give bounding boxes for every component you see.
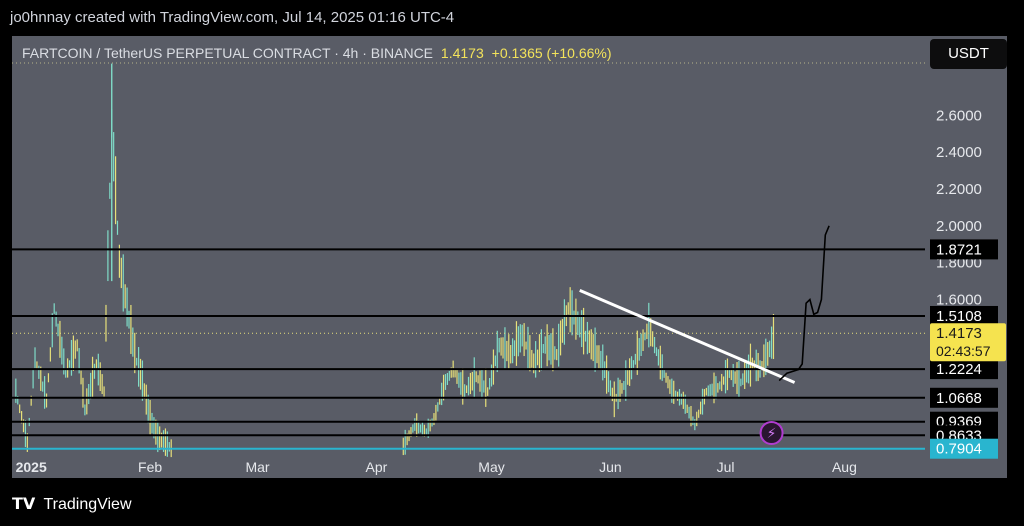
plot-area[interactable]	[12, 36, 925, 478]
currency-button[interactable]: USDT	[930, 39, 1007, 69]
symbol-name: FARTCOIN / TetherUS PERPETUAL CONTRACT ·…	[22, 45, 434, 61]
last-price: 1.4173	[440, 45, 484, 61]
y-tick-label: 2.6000	[936, 107, 982, 124]
tradingview-brand: TradingView	[43, 496, 132, 513]
y-tick-label: 2.0000	[936, 218, 982, 235]
level-tag-label: 1.5108	[936, 308, 982, 325]
x-tick-label: 2025	[16, 459, 47, 475]
x-tick-label: Jul	[717, 459, 735, 475]
y-tick-label: 1.6000	[936, 292, 982, 309]
projection-path	[778, 225, 830, 382]
x-tick-label: May	[478, 459, 504, 475]
y-tick-label: 2.4000	[936, 144, 982, 161]
x-tick-label: Feb	[138, 459, 162, 475]
lightning-badge	[759, 421, 784, 445]
level-tag	[930, 239, 998, 260]
x-tick-label: Apr	[366, 459, 388, 475]
trendline	[579, 288, 796, 384]
y-tick-label: 2.2000	[936, 181, 982, 198]
x-tick-label: Aug	[832, 459, 857, 475]
price-change: +0.1365 (+10.66%)	[491, 45, 612, 61]
level-tag-label: 0.7904	[936, 441, 982, 458]
level-tag-label: 1.0668	[936, 390, 982, 407]
tradingview-logo: 𝗧𝗩 TradingView	[12, 494, 132, 514]
level-tag	[930, 359, 998, 380]
symbol-header: FARTCOIN / TetherUS PERPETUAL CONTRACT ·…	[22, 45, 612, 61]
x-tick-label: Jun	[599, 459, 622, 475]
tradingview-icon: 𝗧𝗩	[12, 496, 36, 513]
current-price-tag	[930, 323, 1006, 362]
chart-caption: jo0hnnay created with TradingView.com, J…	[10, 9, 455, 26]
level-tag	[930, 438, 998, 459]
level-tag	[930, 387, 998, 408]
level-tag-label: 1.2224	[936, 361, 982, 378]
level-tag-label: 1.8721	[936, 241, 982, 258]
level-tag	[930, 305, 998, 326]
countdown-label: 02:43:57	[936, 343, 991, 359]
x-tick-label: Mar	[245, 459, 269, 475]
current-price-label: 1.4173	[936, 325, 982, 342]
lightning-icon: ⚡	[767, 426, 777, 442]
